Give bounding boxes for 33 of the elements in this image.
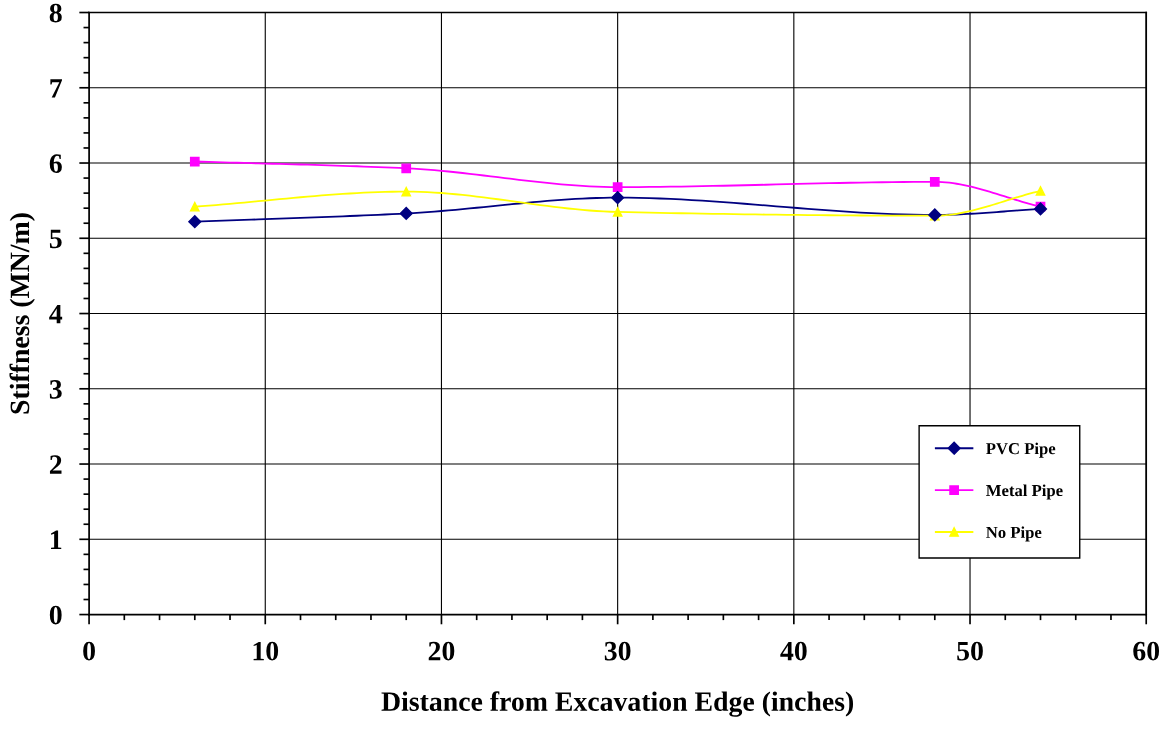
x-axis-title: Distance from Excavation Edge (inches) xyxy=(381,691,854,717)
point xyxy=(612,207,623,217)
y-tick-label: 7 xyxy=(50,79,63,98)
y-tick-label: 0 xyxy=(49,605,62,625)
point xyxy=(1035,186,1046,196)
point xyxy=(399,206,413,221)
y-tick-label: 3 xyxy=(49,380,62,399)
legend-label: Metal Pipe xyxy=(986,484,1063,500)
point xyxy=(611,191,625,205)
x-tick-label: 30 xyxy=(604,641,631,661)
legend-label: PVC Pipe xyxy=(986,442,1056,458)
point xyxy=(189,156,200,167)
x-tick-label: 50 xyxy=(957,641,983,661)
x-tick-label: 60 xyxy=(1133,641,1160,661)
point xyxy=(1033,202,1048,216)
y-tick-label: 8 xyxy=(49,3,62,23)
point xyxy=(612,182,623,192)
y-tick-label: 4 xyxy=(49,304,63,324)
point xyxy=(401,186,412,197)
x-tick-label: 20 xyxy=(428,641,455,661)
y-tick-label: 5 xyxy=(49,229,62,249)
x-tick-label: 0 xyxy=(83,641,95,661)
y-axis-title: Stiffness (MN/m) xyxy=(9,213,35,414)
point xyxy=(929,176,940,187)
y-tick-label: 1 xyxy=(51,530,62,549)
point xyxy=(189,201,200,212)
point xyxy=(401,163,412,174)
point xyxy=(188,215,202,229)
y-tick-label: 6 xyxy=(49,154,62,173)
y-tick-label: 2 xyxy=(49,455,62,474)
legend-label: No Pipe xyxy=(986,526,1042,542)
x-tick-label: 40 xyxy=(780,641,807,661)
x-tick-label: 10 xyxy=(253,641,279,661)
